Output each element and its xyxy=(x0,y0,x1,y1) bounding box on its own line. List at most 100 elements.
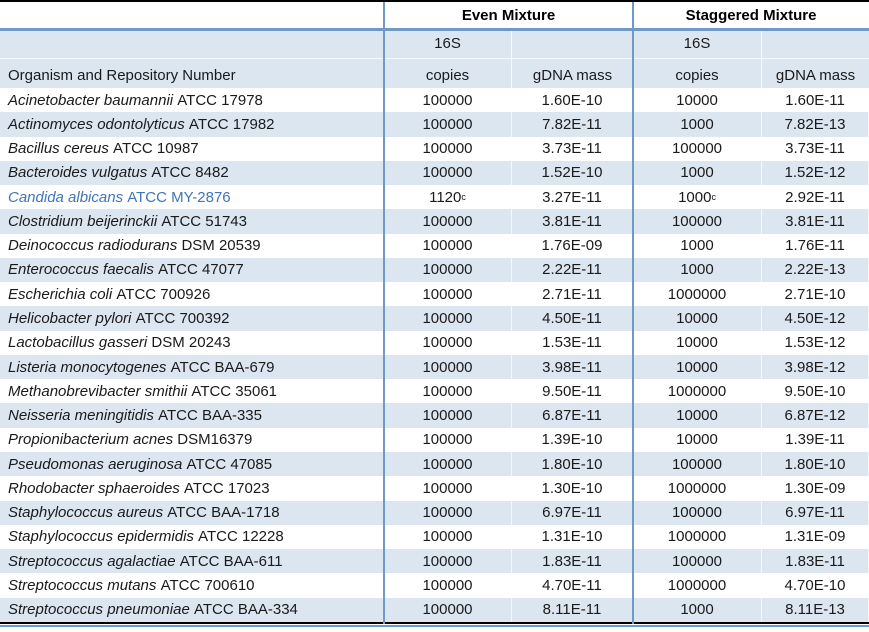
staggered-gdna-mass-cell: 6.97E-11 xyxy=(762,500,869,525)
organism-cell: Actinomyces odontolyticus ATCC 17982 xyxy=(0,112,384,136)
staggered-16s-copies-header: 16S copies xyxy=(633,31,762,88)
table-row: Acinetobacter baumannii ATCC 17978 100000… xyxy=(0,88,869,113)
even-gdna-mass-cell: 3.81E-11 xyxy=(512,209,633,234)
table-row: Rhodobacter sphaeroides ATCC 17023 100000… xyxy=(0,476,869,501)
even-16s-copies-cell: 100000 xyxy=(384,354,512,380)
species-name: Candida albicans xyxy=(8,188,128,206)
repository-number: ATCC 51743 xyxy=(161,212,247,230)
organism-cell: Bacillus cereus ATCC 10987 xyxy=(0,137,384,161)
staggered-gdna-mass-cell: 1.31E-09 xyxy=(762,524,869,550)
even-gdna-mass-cell: 1.60E-10 xyxy=(512,88,633,113)
even-gdna-mass-cell: 6.97E-11 xyxy=(512,500,633,525)
staggered-gdna-mass-cell: 9.50E-10 xyxy=(762,379,869,404)
repository-number: ATCC BAA-334 xyxy=(193,601,298,619)
staggered-16s-copies-cell: 10000 xyxy=(633,354,762,380)
even-gdna-mass-cell: 2.22E-11 xyxy=(512,257,633,283)
even-16s-copies-cell: 100000 xyxy=(384,88,512,113)
repository-number: ATCC MY-2876 xyxy=(127,188,231,206)
staggered-16s-copies-cell: 1000000 xyxy=(633,476,762,501)
even-16s-label: 16S xyxy=(434,35,461,52)
even-16s-copies-cell: 100000 xyxy=(384,427,512,452)
staggered-gdna-mass-cell: 1.53E-12 xyxy=(762,330,869,355)
staggered-gdna-mass-cell: 2.71E-10 xyxy=(762,282,869,307)
table-row: Methanobrevibacter smithii ATCC 35061 100… xyxy=(0,379,869,404)
organism-cell: Pseudomonas aeruginosa ATCC 47085 xyxy=(0,452,384,476)
even-gdna-mass-cell: 4.50E-11 xyxy=(512,306,633,331)
species-name: Bacteroides vulgatus xyxy=(8,164,152,182)
even-gdna-mass-cell: 2.71E-11 xyxy=(512,282,633,307)
organism-cell: Listeria monocytogenes ATCC BAA-679 xyxy=(0,355,384,379)
staggered-16s-copies-cell: 1000 xyxy=(633,112,762,137)
staggered-copies-label: copies xyxy=(675,67,719,84)
repository-number: ATCC BAA-679 xyxy=(170,358,275,376)
repository-number: ATCC BAA-611 xyxy=(179,552,283,570)
staggered-16s-copies-cell: 100000 xyxy=(633,549,762,574)
even-16s-copies-cell: 100000 xyxy=(384,524,512,550)
repository-number: ATCC 17023 xyxy=(183,479,270,497)
repository-number: DSM 20539 xyxy=(181,237,261,255)
table-row: Listeria monocytogenes ATCC BAA-679 10000… xyxy=(0,354,869,380)
table-row: Staphylococcus aureus ATCC BAA-1718 10000… xyxy=(0,500,869,525)
table-bottom-border xyxy=(0,622,869,624)
species-name: Clostridium beijerinckii xyxy=(8,212,162,230)
staggered-16s-copies-cell: 1000000 xyxy=(633,282,762,307)
even-gdna-mass-cell: 3.73E-11 xyxy=(512,136,633,161)
organism-cell: Rhodobacter sphaeroides ATCC 17023 xyxy=(0,476,384,500)
organism-column-header: Organism and Repository Number xyxy=(8,67,236,84)
species-name: Pseudomonas aeruginosa xyxy=(8,455,187,473)
even-16s-copies-cell: 1120 c xyxy=(384,185,512,210)
staggered-gdna-mass-cell: 3.98E-12 xyxy=(762,354,869,380)
staggered-16s-copies-cell: 100000 xyxy=(633,209,762,234)
staggered-gdna-mass-cell: 7.82E-13 xyxy=(762,112,869,137)
staggered-gdna-mass-cell: 1.60E-11 xyxy=(762,88,869,113)
species-name: Helicobacter pylori xyxy=(8,310,136,328)
species-name: Propionibacterium acnes xyxy=(8,431,178,449)
species-name: Bacillus cereus xyxy=(8,140,114,158)
repository-number: ATCC 47085 xyxy=(186,455,273,473)
header-gridline xyxy=(0,58,869,59)
table-row: Actinomyces odontolyticus ATCC 17982 1000… xyxy=(0,112,869,137)
table-row: Bacillus cereus ATCC 10987 100000 3.73E-11… xyxy=(0,136,869,161)
organism-cell: Deinococcus radiodurans DSM 20539 xyxy=(0,234,384,258)
even-gdna-mass-header: gDNA mass xyxy=(532,67,613,84)
even-gdna-mass-cell: 1.80E-10 xyxy=(512,451,633,477)
repository-number: DSM16379 xyxy=(177,431,253,449)
table-row: Helicobacter pylori ATCC 700392 100000 4.5… xyxy=(0,306,869,331)
species-name: Methanobrevibacter smithii xyxy=(8,382,192,400)
repository-number: ATCC 12228 xyxy=(198,528,284,546)
table-row: Pseudomonas aeruginosa ATCC 47085 100000 1… xyxy=(0,451,869,477)
species-name: Staphylococcus epidermidis xyxy=(8,528,199,546)
even-16s-copies-cell: 100000 xyxy=(384,306,512,331)
even-gdna-mass-cell: 4.70E-11 xyxy=(512,573,633,598)
table-row: Staphylococcus epidermidis ATCC 12228 100… xyxy=(0,524,869,550)
organism-cell: Escherichia coli ATCC 700926 xyxy=(0,282,384,306)
repository-number: ATCC BAA-1718 xyxy=(167,504,280,522)
staggered-gdna-mass-cell: 1.83E-11 xyxy=(762,549,869,574)
repository-number: ATCC 8482 xyxy=(151,164,229,182)
repository-number: ATCC 17982 xyxy=(188,115,275,133)
staggered-16s-copies-cell: 100000 xyxy=(633,500,762,525)
even-gdna-mass-cell: 6.87E-11 xyxy=(512,403,633,428)
even-16s-copies-cell: 100000 xyxy=(384,500,512,525)
staggered-gdna-mass-cell: 1.30E-09 xyxy=(762,476,869,501)
repository-number: ATCC 17978 xyxy=(177,91,263,109)
even-16s-copies-cell: 100000 xyxy=(384,573,512,598)
organism-cell: Enterococcus faecalis ATCC 47077 xyxy=(0,258,384,282)
repository-number: ATCC 10987 xyxy=(113,140,199,158)
organism-cell: Streptococcus agalactiae ATCC BAA-611 xyxy=(0,549,384,573)
staggered-16s-copies-cell: 1000 xyxy=(633,233,762,258)
organism-cell: Candida albicans ATCC MY-2876 xyxy=(0,185,384,209)
even-gdna-mass-cell: 9.50E-11 xyxy=(512,379,633,404)
staggered-gdna-mass-cell: 3.73E-11 xyxy=(762,136,869,161)
staggered-16s-copies-cell: 10000 xyxy=(633,306,762,331)
organism-cell: Staphylococcus aureus ATCC BAA-1718 xyxy=(0,501,384,525)
table-body: Acinetobacter baumannii ATCC 17978 100000… xyxy=(0,88,869,622)
organism-cell: Methanobrevibacter smithii ATCC 35061 xyxy=(0,379,384,403)
even-group-divider-line xyxy=(383,2,385,624)
organism-cell: Clostridium beijerinckii ATCC 51743 xyxy=(0,209,384,233)
table-row: Streptococcus pneumoniae ATCC BAA-334 100… xyxy=(0,597,869,622)
organism-cell: Propionibacterium acnes DSM16379 xyxy=(0,428,384,452)
table-row: Enterococcus faecalis ATCC 47077 100000 2.… xyxy=(0,257,869,283)
table-row: Clostridium beijerinckii ATCC 51743 10000… xyxy=(0,209,869,234)
